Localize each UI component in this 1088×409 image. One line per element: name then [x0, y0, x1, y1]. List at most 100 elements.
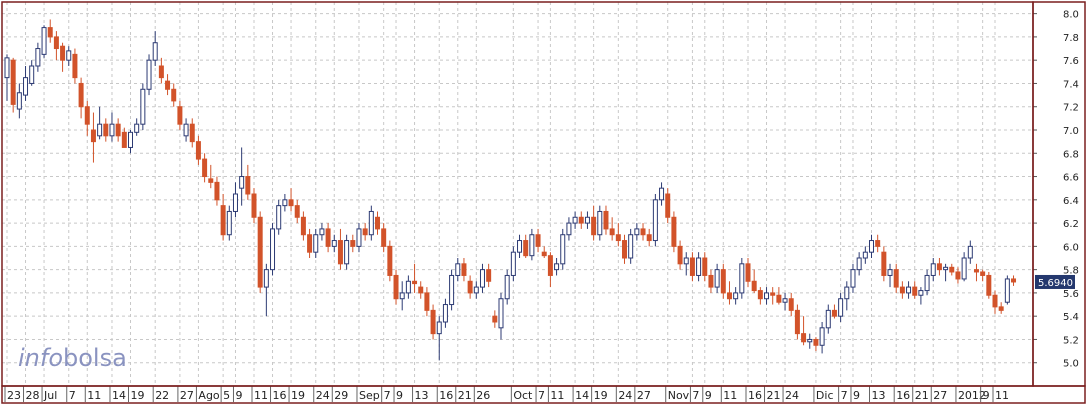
watermark-logo: infobolsa — [18, 344, 127, 372]
candle-body — [615, 234, 621, 242]
candle — [726, 281, 732, 305]
candle — [263, 263, 269, 317]
candle-body — [288, 199, 294, 207]
x-tick-label: 7 — [69, 389, 76, 402]
candle — [449, 269, 455, 311]
candle — [393, 269, 399, 305]
x-tick-label: 9 — [235, 389, 242, 402]
candle — [195, 135, 201, 165]
y-tick-label: 7.4 — [1063, 79, 1079, 90]
candle-body — [856, 257, 862, 271]
candle-body — [214, 181, 220, 201]
candle — [578, 211, 584, 229]
candle — [529, 228, 535, 261]
candle-body — [152, 42, 158, 61]
candle-body — [4, 57, 10, 79]
candle — [430, 304, 436, 340]
candle — [152, 31, 158, 66]
candle-body — [825, 309, 831, 329]
candle — [869, 234, 874, 258]
candle — [671, 211, 677, 253]
candle-body — [683, 257, 689, 265]
candle — [202, 153, 208, 183]
candle-body — [770, 292, 776, 296]
candle — [455, 258, 461, 282]
candle — [399, 281, 405, 311]
y-tick-label: 5.2 — [1063, 335, 1079, 346]
candle-body — [375, 216, 380, 230]
x-tick-label: 27 — [933, 389, 947, 402]
candle-body — [208, 178, 214, 183]
candle-body — [412, 280, 418, 285]
candle-body — [78, 82, 84, 108]
x-tick-label: 7 — [538, 389, 545, 402]
candle-body — [29, 65, 35, 84]
x-tick-label: 9 — [853, 389, 860, 402]
candle — [350, 234, 356, 253]
candle — [424, 287, 430, 317]
x-tick-label: 27 — [180, 389, 194, 402]
candle — [646, 228, 652, 247]
x-tick-label: 21 — [915, 389, 929, 402]
candle — [936, 258, 942, 276]
candle — [307, 228, 313, 258]
candle — [232, 182, 238, 218]
candle-body — [591, 216, 597, 236]
x-tick-label: 23 — [7, 389, 21, 402]
candle-body — [158, 65, 164, 79]
candle — [140, 83, 146, 130]
candle-body — [535, 234, 541, 247]
candle-body — [622, 240, 627, 259]
candle — [319, 223, 325, 241]
candle — [517, 234, 523, 258]
candle — [214, 176, 220, 206]
candle — [282, 194, 288, 212]
candle — [189, 118, 195, 148]
candle-body — [529, 234, 535, 257]
x-tick-label: 11 — [87, 389, 101, 402]
candle-body — [405, 280, 411, 294]
candle — [665, 188, 671, 224]
candle — [418, 281, 424, 299]
candle-body — [165, 80, 171, 90]
x-tick-label: 9 — [983, 389, 990, 402]
candle — [97, 106, 103, 140]
candle-body — [368, 210, 374, 236]
candle — [504, 269, 510, 305]
candle-body — [659, 187, 665, 201]
x-tick-label: 11 — [995, 389, 1009, 402]
x-tick-label: 13 — [415, 389, 429, 402]
x-tick-label: 24 — [618, 389, 632, 402]
x-tick-label: 13 — [872, 389, 886, 402]
y-tick-label: 6.6 — [1063, 173, 1079, 184]
candle — [66, 46, 72, 66]
candle — [628, 228, 634, 264]
candle — [177, 100, 183, 130]
candle-body — [689, 257, 695, 276]
x-tick-label: 16 — [748, 389, 762, 402]
candle — [10, 57, 16, 113]
candle-body — [813, 338, 819, 346]
candle-body — [226, 210, 232, 236]
candle — [788, 292, 794, 317]
x-tick-label: 11 — [550, 389, 564, 402]
candle — [78, 77, 84, 119]
x-tick-label: 16 — [896, 389, 910, 402]
candle — [554, 258, 560, 276]
candle-body — [492, 315, 498, 323]
candle — [412, 263, 418, 293]
candle-body — [949, 266, 955, 273]
candle-body — [646, 234, 652, 242]
candle-body — [973, 269, 979, 273]
candle-body — [103, 123, 109, 137]
candle — [949, 263, 955, 276]
candle-body — [47, 27, 53, 38]
candle-body — [510, 251, 516, 276]
candle — [128, 130, 133, 154]
candle-body — [356, 228, 362, 247]
candle-body — [906, 286, 912, 294]
candle — [609, 217, 615, 241]
candle-body — [628, 234, 634, 259]
candle — [486, 263, 492, 288]
candle — [226, 205, 232, 241]
